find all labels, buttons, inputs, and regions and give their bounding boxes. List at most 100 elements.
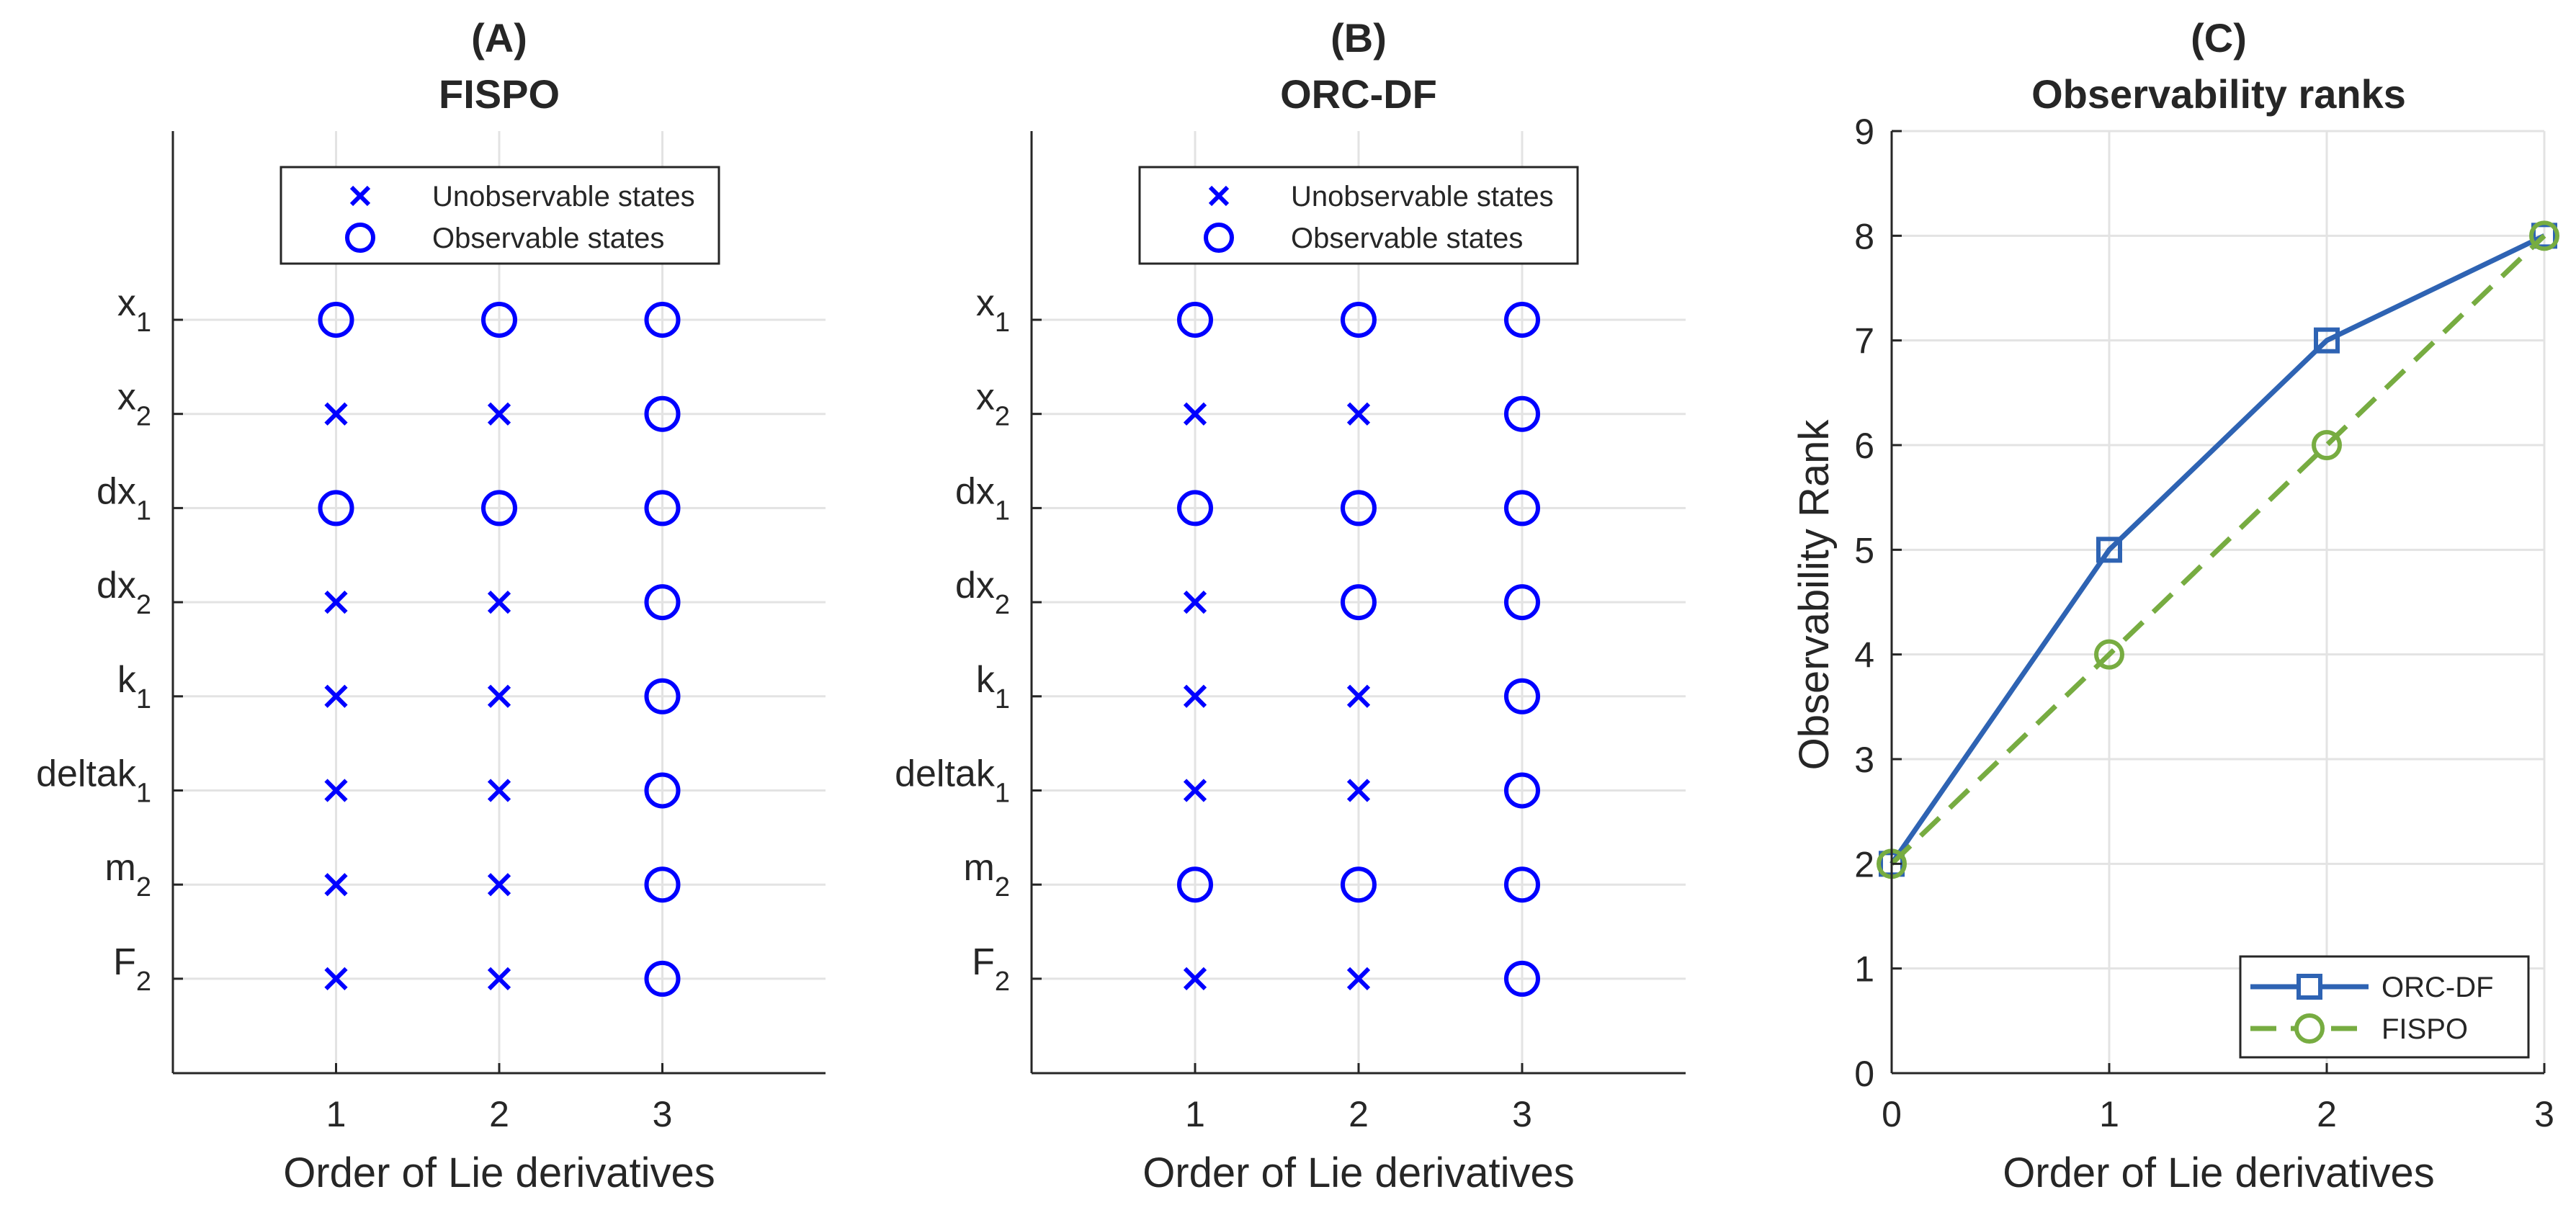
panel-a-legend: Unobservable states Observable states [279,166,720,265]
panel-b-marker-k1-order1-x-stroke2 [1183,684,1207,708]
panel-b-marker-dx1-order1-observable [1177,490,1213,526]
panel-b-title: ORC-DF [1280,71,1437,117]
panel-c-axes [1890,130,2546,1075]
panel-a-marker-m2-order1-unobservable [324,873,348,897]
panel-a-x-tick-label-1: 1 [326,1094,346,1134]
panel-a-state-label-deltak1: deltak1 [36,753,151,809]
panel-a-marker-x2-order2-x-stroke2 [487,402,511,426]
panel-a-state-label-x2: x2 [117,377,151,432]
panel-c-y-tick-label-5: 5 [1854,530,1874,570]
panel-b-marker-x2-order2-unobservable [1346,402,1371,426]
panel-c-y-tick-label-9: 9 [1854,112,1874,152]
panel-a-marker-m2-order1-x-stroke2 [324,873,348,897]
panel-a-state-label-F2: F2 [113,941,151,997]
panel-b-marker-x2-order3-observable [1504,395,1540,432]
panel-a-x-ticks: 1 2 3 [326,1094,673,1134]
panel-b-marker-x2-order2-x-stroke2 [1346,402,1371,426]
panel-a-marker-x1-order2-observable [481,302,517,338]
panel-a-marker-dx2-order2-unobservable [487,590,511,614]
panel-a-marker-dx1-order1-observable [318,490,354,526]
panel-c-point-fispo-x3 [2529,220,2559,251]
panel-a-marker-x1-order1-observable [318,302,354,338]
panel-b-marker-F2-order1-unobservable [1183,967,1207,991]
panel-b-axes [1030,131,1686,1075]
panel-b-marker-k1-order2-x-stroke2 [1346,684,1371,708]
panel-a-marker-dx1-order2-observable [481,490,517,526]
panel-b-legend-observable-marker [1204,223,1234,253]
panel-b-marker-k1-order2-unobservable [1346,684,1371,708]
panel-a-marker-x1-order3-observable [644,302,681,338]
panel-a-marker-x2-order2-unobservable [487,402,511,426]
panel-b-x-tick-label-1: 1 [1185,1094,1205,1134]
panel-b-marker-dx2-order3-observable [1504,584,1540,621]
panel-c-y-tick-label-8: 8 [1854,216,1874,256]
panel-b-marker-dx1-order3-observable [1504,490,1540,526]
panel-b-state-label-dx1: dx1 [955,470,1010,526]
panel-c-x-tick-label-1: 1 [2099,1094,2119,1134]
panel-a-marker-m2-order3-observable [644,866,681,903]
panel-a-legend-observable-marker [345,223,375,253]
panel-b-marker-m2-order1-observable [1177,866,1213,903]
panel-b-x-tick-label-2: 2 [1349,1094,1369,1134]
panel-a-fispo: (A) FISPO 1 2 3 x1 x2 dx1 dx2 k1 deltak1 m2 F2 Or… [36,15,826,1196]
panel-c-y-tick-label-4: 4 [1854,635,1874,676]
panel-c-legend-marker-orc-df [2297,974,2322,1000]
panel-b-marker-dx1-order2-observable [1341,490,1377,526]
panel-b-marker-x1-order3-observable [1504,302,1540,338]
panel-a-marker-x2-order3-observable [644,395,681,432]
panel-a-legend-unobservable-label: Unobservable states [432,181,695,212]
panel-b-orcdf: (B) ORC-DF 1 2 3 x1 x2 dx1 dx2 k1 deltak1 m2 F2 O… [895,15,1686,1196]
panel-b-marker-deltak1-order1-x-stroke2 [1183,779,1207,802]
panel-b-label: (B) [1331,15,1387,60]
panel-c-y-tick-label-0: 0 [1854,1054,1874,1094]
panel-b-marker-x2-order1-unobservable [1183,402,1207,426]
panel-a-marker-k1-order3-observable [644,678,681,714]
panel-a-marker-deltak1-order3-observable [644,772,681,809]
panel-b-state-label-k1: k1 [976,659,1010,714]
panel-c-y-tick-label-2: 2 [1854,844,1874,884]
panel-c-y-tick-label-3: 3 [1854,740,1874,780]
panel-b-marker-dx2-order2-observable [1341,584,1377,621]
panel-b-x-ticks: 1 2 3 [1185,1094,1532,1134]
panel-b-marker-k1-order3-observable [1504,678,1540,714]
panel-c-x-tick-label-2: 2 [2317,1094,2337,1134]
panel-b-state-label-m2: m2 [964,847,1010,902]
panel-a-state-labels: x1 x2 dx1 dx2 k1 deltak1 m2 F2 [36,282,151,997]
panel-b-marker-dx2-order1-unobservable [1183,590,1207,614]
panel-b-marker-deltak1-order2-x-stroke2 [1346,779,1371,802]
panel-a-marker-k1-order2-x-stroke2 [487,684,511,708]
panel-a-marker-dx2-order2-x-stroke2 [487,590,511,614]
panel-a-marker-k1-order1-unobservable [324,684,348,708]
panel-b-marker-x2-order1-x-stroke2 [1183,402,1207,426]
panel-a-marker-dx2-order1-unobservable [324,590,348,614]
panel-b-state-label-x2: x2 [976,377,1010,432]
panel-c-legend-label-fispo: FISPO [2382,1013,2468,1045]
panel-b-state-label-F2: F2 [972,941,1010,997]
panel-c-y-tick-label-6: 6 [1854,426,1874,466]
panel-a-marker-deltak1-order1-x-stroke2 [324,779,348,802]
panel-c-y-tick-label-7: 7 [1854,321,1874,362]
panel-c-point-orc-df-x1 [2096,537,2122,563]
panel-b-legend-observable-label: Observable states [1291,223,1523,254]
panel-a-marker-dx2-order3-observable [644,584,681,621]
panel-a-state-label-dx1: dx1 [97,470,151,526]
panel-b-marker-dx2-order1-x-stroke2 [1183,590,1207,614]
panel-a-marker-F2-order3-observable [644,960,681,997]
panel-a-label: (A) [471,15,527,60]
panel-b-state-label-x1: x1 [976,282,1010,338]
panel-a-state-label-x1: x1 [117,282,151,338]
panel-b-markers [1177,302,1540,997]
panel-a-markers [318,302,681,997]
panel-c-point-fispo-x2 [2312,430,2342,460]
panel-c-legend-box [2239,955,2530,1059]
panel-a-state-label-dx2: dx2 [97,565,151,620]
panel-c-line-fispo [1889,233,2546,866]
panel-b-marker-k1-order1-unobservable [1183,684,1207,708]
panel-b-marker-F2-order3-observable [1504,960,1540,997]
panel-a-legend-observable-label: Observable states [432,223,664,254]
panel-b-marker-F2-order2-unobservable [1346,967,1371,991]
panel-b-marker-m2-order2-observable [1341,866,1377,903]
panel-b-marker-m2-order3-observable [1504,866,1540,903]
panel-b-state-label-deltak1: deltak1 [895,753,1010,809]
